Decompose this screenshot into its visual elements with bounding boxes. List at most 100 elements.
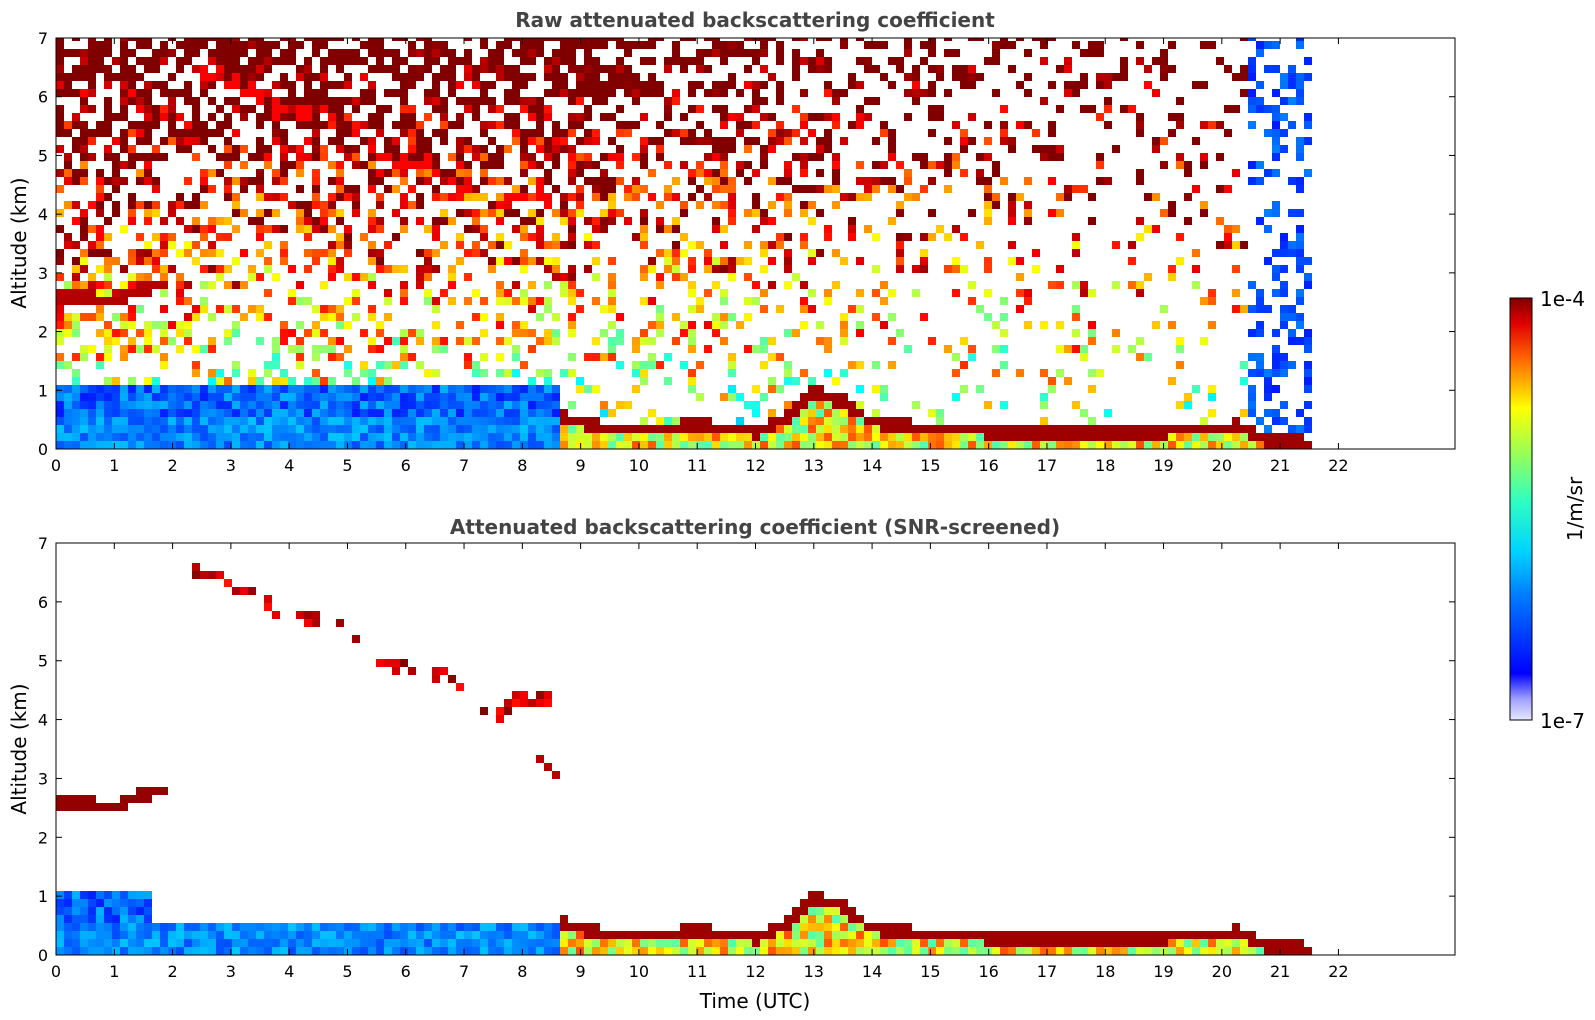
heatmap-cell bbox=[1072, 345, 1080, 353]
heatmap-cell bbox=[112, 433, 120, 441]
heatmap-cell bbox=[520, 393, 528, 401]
heatmap-cell bbox=[192, 369, 200, 377]
heatmap-cell bbox=[96, 907, 104, 915]
heatmap-cell bbox=[1224, 441, 1232, 449]
heatmap-cell bbox=[480, 209, 488, 217]
heatmap-cell bbox=[288, 939, 296, 947]
heatmap-cell bbox=[720, 393, 728, 401]
heatmap-cell bbox=[56, 353, 64, 361]
heatmap-cell bbox=[368, 137, 376, 145]
heatmap-cell bbox=[224, 217, 232, 225]
heatmap-cell bbox=[608, 185, 616, 193]
heatmap-cell bbox=[152, 281, 160, 289]
heatmap-cell bbox=[160, 113, 168, 121]
heatmap-cell bbox=[1064, 81, 1072, 89]
heatmap-cell bbox=[632, 81, 640, 89]
heatmap-cell bbox=[768, 385, 776, 393]
heatmap-cell bbox=[1024, 321, 1032, 329]
heatmap-cell bbox=[664, 225, 672, 233]
x-tick-label: 17 bbox=[1037, 456, 1057, 475]
heatmap-cell bbox=[776, 923, 784, 931]
heatmap-cell bbox=[416, 329, 424, 337]
heatmap-cell bbox=[832, 931, 840, 939]
heatmap-cell bbox=[632, 947, 640, 955]
heatmap-cell bbox=[304, 377, 312, 385]
heatmap-cell bbox=[72, 939, 80, 947]
heatmap-cell bbox=[1096, 369, 1104, 377]
heatmap-cell bbox=[72, 89, 80, 97]
heatmap-cell bbox=[1160, 433, 1168, 441]
heatmap-cell bbox=[224, 233, 232, 241]
heatmap-cell bbox=[1256, 947, 1264, 955]
heatmap-cell bbox=[1208, 441, 1216, 449]
heatmap-cell bbox=[552, 38, 560, 41]
heatmap-cell bbox=[1216, 217, 1224, 225]
heatmap-cell bbox=[664, 433, 672, 441]
heatmap-cell bbox=[264, 923, 272, 931]
heatmap-cell bbox=[880, 947, 888, 955]
heatmap-cell bbox=[696, 169, 704, 177]
heatmap-cell bbox=[224, 939, 232, 947]
heatmap-cell bbox=[800, 241, 808, 249]
heatmap-cell bbox=[472, 241, 480, 249]
heatmap-cell bbox=[1088, 193, 1096, 201]
heatmap-cell bbox=[856, 947, 864, 955]
heatmap-cell bbox=[728, 939, 736, 947]
heatmap-cell bbox=[472, 185, 480, 193]
heatmap-cell bbox=[120, 177, 128, 185]
heatmap-cell bbox=[176, 65, 184, 73]
heatmap-cell bbox=[928, 337, 936, 345]
heatmap-cell bbox=[816, 417, 824, 425]
heatmap-cell bbox=[1192, 939, 1200, 947]
heatmap-cell bbox=[944, 153, 952, 161]
heatmap-cell bbox=[816, 49, 824, 57]
heatmap-cell bbox=[176, 297, 184, 305]
heatmap-cell bbox=[952, 73, 960, 81]
heatmap-cell bbox=[488, 923, 496, 931]
heatmap-cell bbox=[1264, 209, 1272, 217]
heatmap-cell bbox=[1000, 121, 1008, 129]
heatmap-cell bbox=[288, 425, 296, 433]
heatmap-cell bbox=[688, 369, 696, 377]
heatmap-cell bbox=[992, 433, 1000, 441]
heatmap-cell bbox=[304, 57, 312, 65]
heatmap-cell bbox=[1072, 89, 1080, 97]
heatmap-cell bbox=[832, 169, 840, 177]
heatmap-cell bbox=[824, 65, 832, 73]
heatmap-cell bbox=[536, 217, 544, 225]
heatmap-cell bbox=[720, 241, 728, 249]
heatmap-cell bbox=[672, 441, 680, 449]
heatmap-cell bbox=[896, 441, 904, 449]
heatmap-cell bbox=[752, 97, 760, 105]
heatmap-cell bbox=[264, 145, 272, 153]
heatmap-cell bbox=[1136, 217, 1144, 225]
heatmap-cell bbox=[552, 417, 560, 425]
heatmap-cell bbox=[1216, 153, 1224, 161]
y-tick-label: 6 bbox=[38, 88, 48, 107]
heatmap-cell bbox=[64, 321, 72, 329]
heatmap-cell bbox=[1256, 369, 1264, 377]
heatmap-cell bbox=[224, 281, 232, 289]
heatmap-cell bbox=[296, 337, 304, 345]
heatmap-cell bbox=[640, 113, 648, 121]
heatmap-cell bbox=[312, 129, 320, 137]
heatmap-cell bbox=[904, 441, 912, 449]
heatmap-cell bbox=[968, 947, 976, 955]
heatmap-cell bbox=[88, 241, 96, 249]
heatmap-cell bbox=[912, 939, 920, 947]
heatmap-cell bbox=[504, 145, 512, 153]
heatmap-cell bbox=[184, 137, 192, 145]
heatmap-cell bbox=[528, 38, 536, 41]
heatmap-cell bbox=[720, 321, 728, 329]
heatmap-cell bbox=[128, 321, 136, 329]
heatmap-cell bbox=[376, 169, 384, 177]
heatmap-cell bbox=[1280, 97, 1288, 105]
heatmap-cell bbox=[1088, 41, 1096, 49]
heatmap-cell bbox=[208, 313, 216, 321]
heatmap-cell bbox=[432, 433, 440, 441]
heatmap-cell bbox=[248, 105, 256, 113]
heatmap-cell bbox=[56, 433, 64, 441]
heatmap-cell bbox=[640, 273, 648, 281]
heatmap-cell bbox=[552, 939, 560, 947]
heatmap-cell bbox=[936, 425, 944, 433]
